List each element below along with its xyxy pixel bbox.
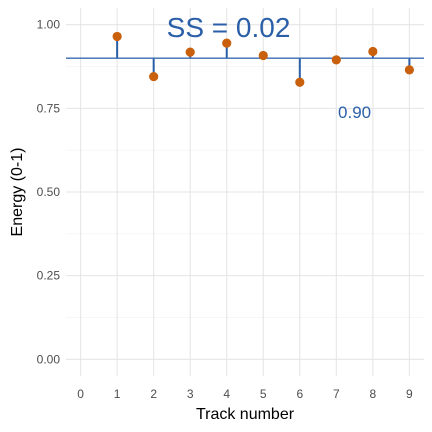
reference-line-label: 0.90: [338, 103, 371, 122]
data-point: [185, 47, 195, 57]
x-tick-label: 4: [223, 387, 230, 401]
data-point: [368, 46, 378, 57]
x-tick-label: 1: [114, 387, 121, 401]
data-point: [112, 31, 122, 42]
data-point: [149, 71, 159, 82]
y-tick-label: 0.75: [37, 101, 61, 115]
x-tick-label: 8: [370, 387, 377, 401]
x-tick-label: 7: [333, 387, 340, 401]
x-tick-label: 5: [260, 387, 267, 401]
x-tick-labels: 0 1 2 3 4 5 6 7 8 9: [77, 387, 413, 401]
y-axis-title: Energy (0-1): [9, 148, 26, 237]
y-tick-labels: 0.00 0.25 0.50 0.75 1.00: [37, 18, 61, 367]
y-tick-label: 1.00: [37, 18, 61, 32]
y-tick-label: 0.25: [37, 269, 61, 283]
data-point: [222, 38, 232, 48]
y-tick-label: 0.00: [37, 352, 61, 366]
data-point: [404, 65, 414, 75]
data-point: [295, 77, 305, 87]
x-tick-label: 0: [77, 387, 84, 401]
x-tick-label: 3: [187, 387, 194, 401]
sum-of-squares-annotation: SS = 0.02: [167, 12, 291, 43]
x-tick-label: 9: [406, 387, 413, 401]
x-axis-title: Track number: [196, 406, 295, 423]
x-tick-label: 6: [296, 387, 303, 401]
grid: [66, 8, 424, 376]
data-points: [112, 31, 414, 87]
y-tick-label: 0.50: [37, 185, 61, 199]
data-point: [258, 50, 268, 61]
x-tick-label: 2: [150, 387, 157, 401]
data-point: [331, 55, 341, 65]
